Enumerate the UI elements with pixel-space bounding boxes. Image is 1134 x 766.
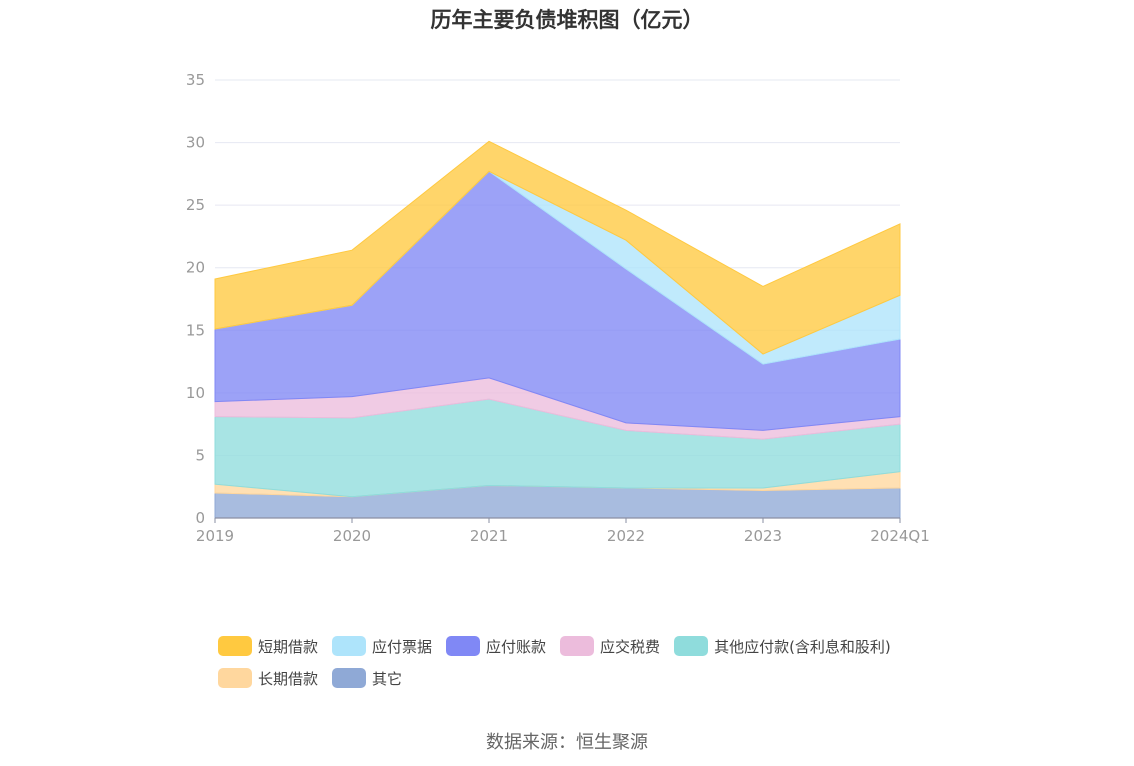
- legend-swatch: [446, 636, 481, 656]
- y-tick-label: 0: [195, 509, 205, 527]
- legend-row-2: 长期借款 其它: [218, 662, 978, 694]
- legend-item-accounts-payable[interactable]: 应付账款: [446, 636, 546, 657]
- chart-plot: 0 5 10 15 20 25 30 35 2019 2020 2021 2022 2023 2024Q1: [186, 71, 930, 545]
- legend-label: 其他应付款(含利息和股利): [714, 637, 891, 656]
- legend-item-notes-payable[interactable]: 应付票据: [332, 636, 432, 657]
- legend-item-other-payables[interactable]: 其他应付款(含利息和股利): [674, 636, 891, 657]
- y-tick-label: 30: [186, 134, 205, 152]
- y-tick-label: 5: [195, 446, 205, 464]
- y-tick-label: 10: [186, 384, 205, 402]
- legend: 短期借款 应付票据 应付账款 应交税费 其他应付款(含利息和股利) 长期借款 其…: [218, 630, 978, 694]
- x-tick-label: 2024Q1: [870, 527, 930, 545]
- legend-item-short-term-loan[interactable]: 短期借款: [218, 636, 318, 657]
- x-tick-label: 2021: [470, 527, 508, 545]
- y-tick-label: 15: [186, 321, 205, 339]
- legend-swatch: [560, 636, 595, 656]
- x-tick-label: 2020: [333, 527, 371, 545]
- area-series-6: [214, 140, 901, 355]
- x-tick-label: 2023: [744, 527, 782, 545]
- x-tick-label: 2022: [607, 527, 645, 545]
- y-tick-label: 35: [186, 71, 205, 89]
- legend-swatch: [332, 636, 367, 656]
- legend-swatch: [674, 636, 709, 656]
- legend-item-other[interactable]: 其它: [332, 668, 402, 689]
- legend-swatch: [218, 636, 252, 656]
- legend-label: 长期借款: [258, 669, 319, 688]
- legend-label: 应付账款: [486, 637, 547, 656]
- legend-swatch: [332, 668, 367, 688]
- legend-label: 应付票据: [372, 637, 433, 656]
- legend-swatch: [218, 668, 252, 688]
- legend-item-taxes-payable[interactable]: 应交税费: [560, 636, 660, 657]
- chart-title: 历年主要负债堆积图（亿元）: [430, 8, 704, 32]
- legend-row-1: 短期借款 应付票据 应付账款 应交税费 其他应付款(含利息和股利): [218, 630, 978, 662]
- legend-label: 应交税费: [600, 637, 661, 656]
- legend-label: 短期借款: [258, 637, 319, 656]
- y-tick-label: 20: [186, 259, 205, 277]
- x-tick-label: 2019: [196, 527, 234, 545]
- data-source: 数据来源：恒生聚源: [486, 732, 648, 753]
- y-tick-label: 25: [186, 196, 205, 214]
- legend-label: 其它: [372, 669, 403, 688]
- legend-item-long-term-loan[interactable]: 长期借款: [218, 668, 318, 689]
